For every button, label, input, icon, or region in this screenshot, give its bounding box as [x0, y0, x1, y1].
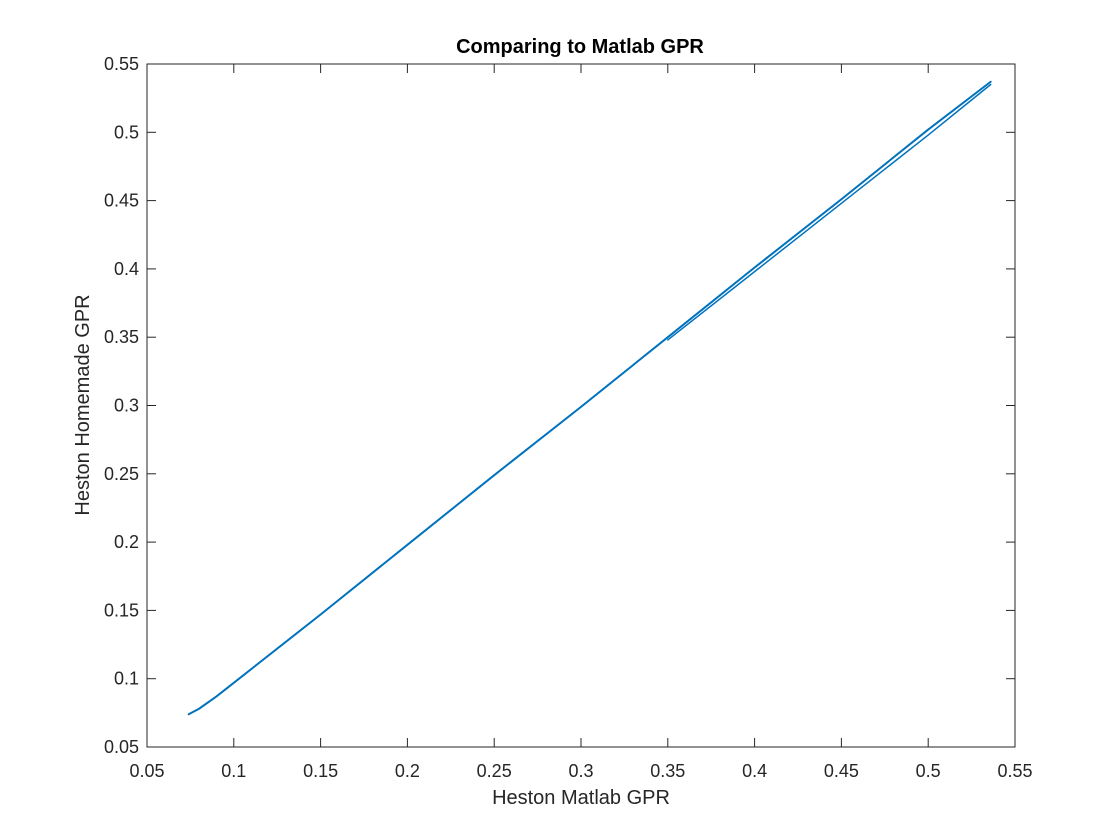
x-tick-label: 0.05 — [129, 761, 164, 781]
x-axis-ticks: 0.05 0.1 0.15 0.2 0.25 0.3 0.35 0.4 0.45 0.5 0.55 — [129, 64, 1033, 781]
y-tick-label: 0.45 — [104, 191, 139, 211]
x-axis-label: Heston Matlab GPR — [492, 787, 670, 809]
x-tick-label: 0.4 — [742, 761, 767, 781]
x-tick-label: 0.3 — [568, 761, 593, 781]
y-tick-label: 0.25 — [104, 464, 139, 484]
y-tick-label: 0.15 — [104, 600, 139, 620]
x-tick-label: 0.5 — [916, 761, 941, 781]
x-tick-label: 0.15 — [303, 761, 338, 781]
x-tick-label: 0.2 — [395, 761, 420, 781]
x-tick-label: 0.55 — [997, 761, 1032, 781]
y-tick-label: 0.55 — [104, 54, 139, 74]
x-tick-label: 0.45 — [824, 761, 859, 781]
y-tick-label: 0.3 — [114, 396, 139, 416]
y-axis-label: Heston Homemade GPR — [72, 294, 94, 515]
series-line-1 — [187, 80, 992, 716]
chart-title: Comparing to Matlab GPR — [456, 36, 704, 58]
y-axis-ticks: 0.05 0.1 0.15 0.2 0.25 0.3 0.35 0.4 0.45 0.5 0.55 — [104, 54, 1015, 757]
axes-box — [146, 63, 1016, 748]
x-tick-label: 0.1 — [221, 761, 246, 781]
series-line-2 — [667, 83, 992, 341]
y-tick-label: 0.1 — [114, 669, 139, 689]
y-tick-label: 0.5 — [114, 122, 139, 142]
x-tick-label: 0.35 — [650, 761, 685, 781]
x-tick-label: 0.25 — [477, 761, 512, 781]
plot-area: 0.05 0.1 0.15 0.2 0.25 0.3 0.35 0.4 0.45 0.5 0.55 … — [104, 54, 1033, 781]
y-tick-label: 0.2 — [114, 532, 139, 552]
y-tick-label: 0.35 — [104, 327, 139, 347]
y-tick-label: 0.4 — [114, 259, 139, 279]
series-layer — [187, 80, 992, 716]
y-tick-label: 0.05 — [104, 737, 139, 757]
